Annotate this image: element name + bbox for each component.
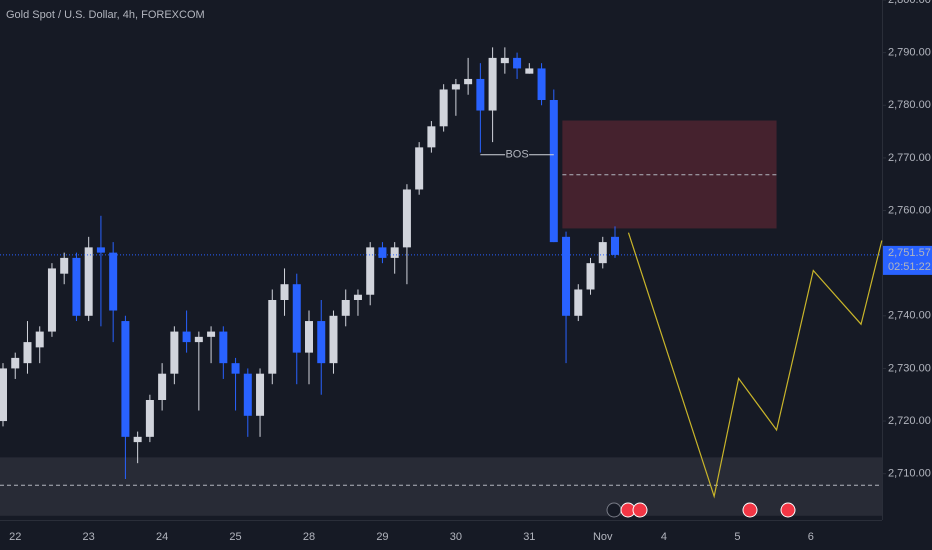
y-tick-label: 2,770.00 bbox=[888, 152, 931, 164]
candle-body bbox=[256, 373, 265, 416]
candle-body bbox=[292, 284, 301, 353]
projection-line bbox=[627, 232, 883, 499]
candle-body bbox=[402, 189, 411, 248]
y-tick-label: 2,760.00 bbox=[888, 204, 931, 216]
x-tick-label: Nov bbox=[593, 531, 613, 543]
candle-body bbox=[341, 300, 350, 316]
candle-body bbox=[464, 78, 473, 85]
candle-body bbox=[268, 300, 277, 374]
candle-body bbox=[194, 336, 203, 343]
candle-body bbox=[280, 284, 289, 300]
candle-body bbox=[121, 321, 130, 437]
candle-body bbox=[611, 236, 619, 255]
candle-body bbox=[182, 331, 191, 343]
candle-body bbox=[72, 257, 81, 316]
candle-body bbox=[317, 321, 326, 364]
candle-body bbox=[23, 342, 32, 364]
y-tick-label: 2,790.00 bbox=[888, 47, 931, 59]
x-tick-label: 23 bbox=[83, 531, 95, 543]
candle-body bbox=[451, 84, 460, 90]
candle-body bbox=[574, 289, 583, 316]
candle-body bbox=[35, 331, 44, 348]
candle-body bbox=[231, 363, 240, 374]
candle-body bbox=[329, 315, 338, 364]
candle-body bbox=[476, 78, 485, 111]
candle-body bbox=[47, 268, 56, 332]
candle-body bbox=[415, 147, 424, 190]
bos-label: BOS bbox=[505, 149, 528, 161]
candle-body bbox=[586, 263, 595, 290]
candle-body bbox=[500, 57, 509, 64]
candle-body bbox=[219, 331, 228, 364]
candle-body bbox=[537, 68, 546, 100]
x-tick-label: 24 bbox=[156, 531, 168, 543]
candle-body bbox=[439, 89, 448, 127]
event-icon[interactable] bbox=[632, 502, 648, 518]
candle-body bbox=[0, 368, 7, 422]
x-tick-label: 22 bbox=[9, 531, 21, 543]
candle-body bbox=[549, 100, 558, 243]
x-tick-label: 25 bbox=[229, 531, 241, 543]
candle-body bbox=[390, 247, 399, 258]
x-tick-label: 4 bbox=[661, 531, 667, 543]
candle-body bbox=[158, 373, 167, 400]
candle-body bbox=[243, 373, 252, 416]
x-tick-label: 6 bbox=[808, 531, 814, 543]
candle-body bbox=[96, 247, 105, 253]
x-tick-label: 31 bbox=[523, 531, 535, 543]
last-price-box bbox=[883, 245, 932, 275]
y-tick-label: 2,710.00 bbox=[888, 468, 931, 480]
candle-body bbox=[207, 331, 216, 337]
chart-title: Gold Spot / U.S. Dollar, 4h, FOREXCOM bbox=[6, 9, 205, 21]
candle-body bbox=[84, 247, 93, 316]
y-tick-label: 2,740.00 bbox=[888, 310, 931, 322]
event-icon[interactable] bbox=[606, 502, 622, 518]
bos-bg bbox=[505, 147, 530, 162]
y-tick-label: 2,720.00 bbox=[888, 415, 931, 427]
x-tick-label: 5 bbox=[734, 531, 740, 543]
candle-body bbox=[170, 331, 179, 374]
event-icons bbox=[606, 502, 796, 518]
x-tick-label: 29 bbox=[376, 531, 388, 543]
x-tick-label: 28 bbox=[303, 531, 315, 543]
countdown-label: 02:51:22 bbox=[888, 261, 931, 273]
candle-body bbox=[598, 242, 607, 264]
candle-body bbox=[562, 236, 571, 316]
candle-body bbox=[60, 257, 69, 274]
candle-body bbox=[525, 68, 534, 74]
event-icon[interactable] bbox=[780, 502, 796, 518]
x-tick-label: 30 bbox=[450, 531, 462, 543]
candle-body bbox=[366, 247, 375, 295]
candle-body bbox=[378, 247, 387, 258]
candle-body bbox=[109, 252, 118, 311]
candle-body bbox=[145, 400, 154, 437]
candle-body bbox=[133, 436, 142, 443]
zone bbox=[0, 457, 882, 516]
candle-body bbox=[488, 57, 497, 111]
candle-body bbox=[513, 57, 522, 69]
candle-body bbox=[353, 294, 362, 300]
last-price-label: 2,751.57 bbox=[888, 247, 931, 259]
y-tick-label: 2,730.00 bbox=[888, 362, 931, 374]
candle-body bbox=[427, 126, 436, 148]
y-tick-label: 2,800.00 bbox=[888, 0, 931, 6]
event-icon[interactable] bbox=[742, 502, 758, 518]
candle-body bbox=[305, 321, 313, 353]
y-tick-label: 2,780.00 bbox=[888, 99, 931, 111]
candle-body bbox=[11, 357, 20, 369]
